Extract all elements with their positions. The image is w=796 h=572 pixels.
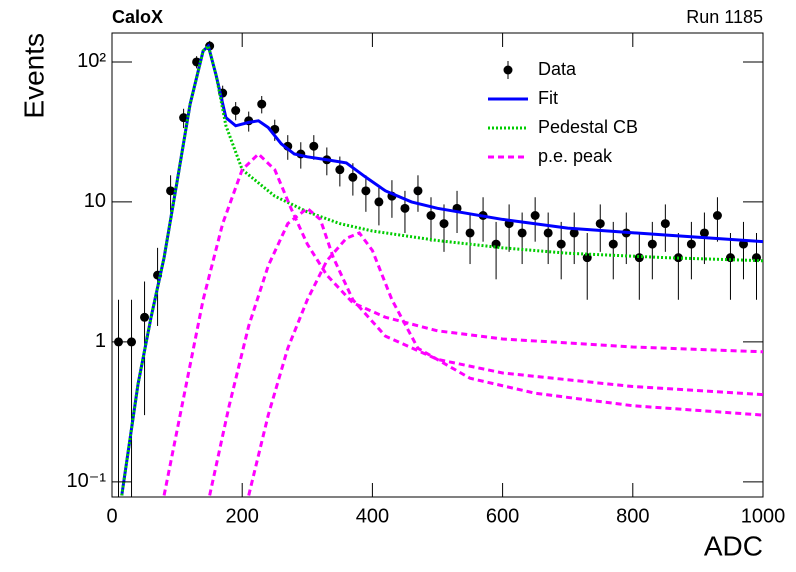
data-point: [465, 228, 475, 238]
y-tick-label: 10²: [77, 50, 106, 72]
legend-label: Fit: [538, 88, 558, 108]
y-tick-label: 10: [84, 190, 106, 212]
data-point: [361, 186, 371, 196]
data-point: [426, 210, 436, 220]
legend-label: Data: [538, 59, 577, 79]
data-point: [595, 219, 605, 229]
data-point: [647, 239, 657, 249]
chart-title: CaloX: [112, 7, 163, 27]
y-tick-label: 1: [95, 330, 106, 352]
legend-label: Pedestal CB: [538, 117, 638, 137]
data-point: [400, 203, 410, 213]
frame: [111, 32, 764, 498]
legend-label: p.e. peak: [538, 146, 613, 166]
plot-area: [114, 40, 763, 497]
legend-marker: [503, 65, 513, 75]
data-point: [309, 141, 319, 151]
x-tick-label: 200: [226, 505, 259, 527]
data-point: [517, 228, 527, 238]
x-tick-label: 600: [486, 505, 519, 527]
data-point: [660, 219, 670, 229]
data-point: [530, 210, 540, 220]
data-point: [179, 113, 189, 123]
data-point: [686, 239, 696, 249]
data-point: [712, 210, 722, 220]
x-tick-label: 800: [616, 505, 649, 527]
data-point: [166, 186, 176, 196]
x-tick-label: 0: [106, 505, 117, 527]
data-point: [348, 172, 358, 182]
curve: [162, 151, 763, 496]
curve: [208, 206, 763, 496]
data-point: [335, 165, 345, 175]
data-point: [699, 228, 709, 238]
data-point: [231, 105, 241, 115]
data-point: [725, 253, 735, 263]
data-point: [543, 228, 553, 238]
data-point: [608, 239, 618, 249]
y-axis-label: Events: [18, 33, 49, 119]
x-tick-label: 400: [356, 505, 389, 527]
data-point: [257, 99, 267, 109]
data-point: [439, 219, 449, 229]
y-tick-label: 10⁻¹: [67, 470, 107, 492]
x-tick-label: 1000: [741, 505, 786, 527]
curve: [247, 231, 763, 496]
run-label: Run 1185: [686, 7, 763, 27]
data-point: [140, 312, 150, 322]
data-point: [569, 228, 579, 238]
data-point: [374, 197, 384, 207]
data-point: [556, 239, 566, 249]
curve: [120, 43, 763, 496]
x-axis-label: ADC: [704, 530, 763, 561]
curve: [120, 43, 763, 496]
data-point: [413, 186, 423, 196]
